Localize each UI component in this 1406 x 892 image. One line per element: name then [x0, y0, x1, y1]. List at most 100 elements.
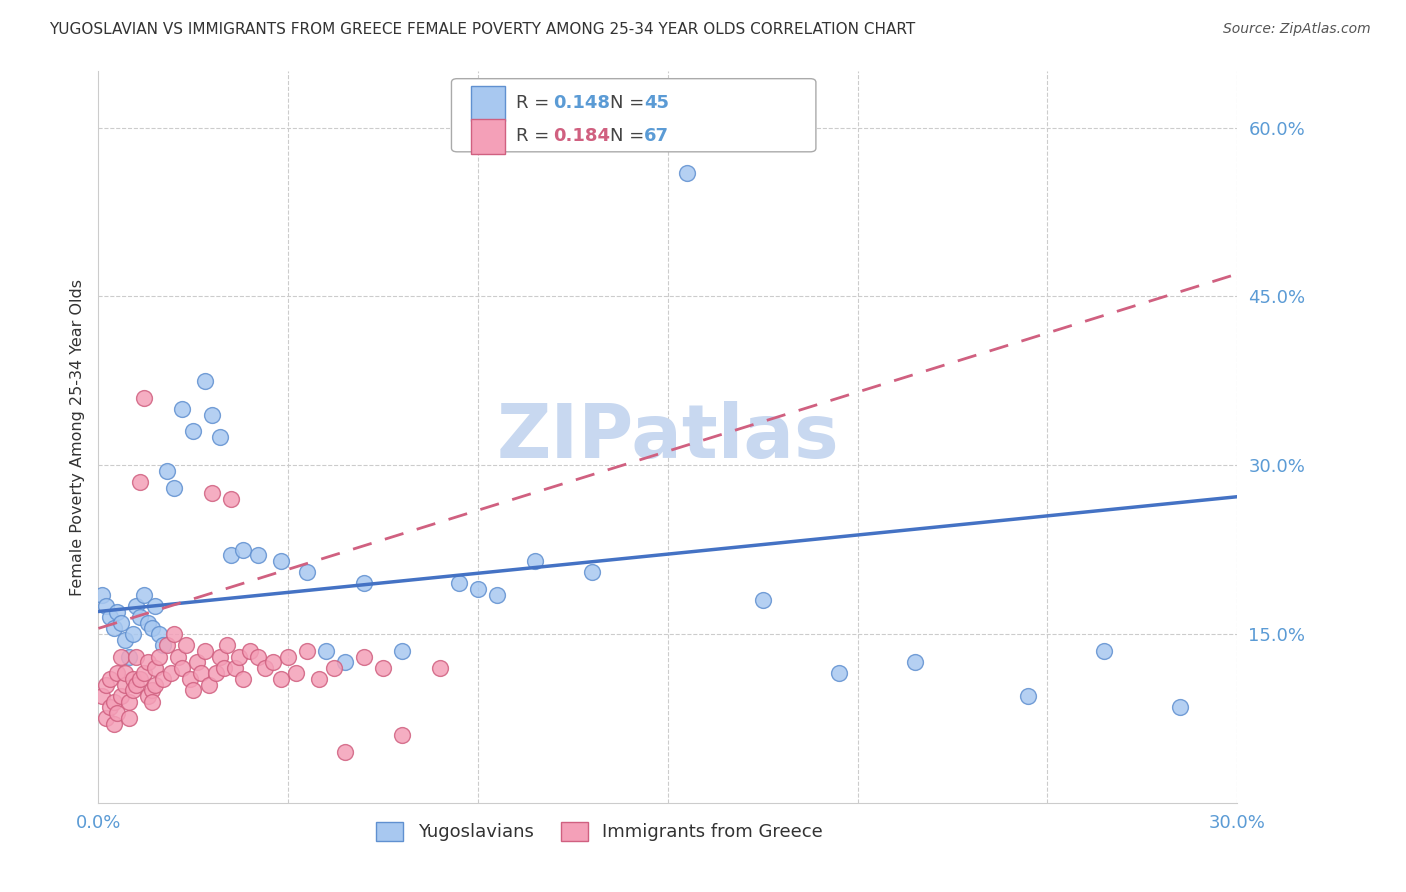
Point — [254, 661, 277, 675]
Point — [308, 672, 330, 686]
Point — [371, 661, 394, 675]
Point — [201, 486, 224, 500]
Point — [201, 408, 224, 422]
Point — [129, 475, 152, 489]
Point — [167, 649, 190, 664]
Point — [114, 666, 136, 681]
Text: ZIPatlas: ZIPatlas — [496, 401, 839, 474]
Point — [94, 599, 117, 613]
Point — [110, 615, 132, 630]
Point — [107, 666, 129, 681]
Y-axis label: Female Poverty Among 25-34 Year Olds: Female Poverty Among 25-34 Year Olds — [69, 278, 84, 596]
Point — [391, 644, 413, 658]
Point — [335, 655, 357, 669]
Point — [156, 638, 179, 652]
Point — [297, 644, 319, 658]
Point — [103, 694, 125, 708]
Point — [145, 678, 167, 692]
Point — [98, 700, 121, 714]
Point — [170, 401, 193, 416]
Point — [94, 678, 117, 692]
Point — [449, 576, 471, 591]
Point — [1170, 700, 1192, 714]
Point — [163, 481, 186, 495]
Point — [676, 166, 699, 180]
Point — [110, 689, 132, 703]
Point — [208, 649, 231, 664]
Point — [221, 491, 243, 506]
Point — [125, 599, 148, 613]
Point — [170, 661, 193, 675]
Point — [828, 666, 851, 681]
Point — [136, 655, 159, 669]
Point — [486, 588, 509, 602]
Point — [103, 621, 125, 635]
Point — [91, 689, 114, 703]
Point — [141, 621, 163, 635]
Point — [277, 649, 299, 664]
Point — [179, 672, 201, 686]
Legend: Yugoslavians, Immigrants from Greece: Yugoslavians, Immigrants from Greece — [368, 814, 830, 848]
Point — [246, 649, 269, 664]
Point — [114, 632, 136, 647]
Point — [581, 565, 603, 579]
Point — [145, 599, 167, 613]
Point — [152, 638, 174, 652]
Point — [136, 615, 159, 630]
Point — [98, 610, 121, 624]
Point — [224, 661, 246, 675]
Point — [121, 683, 143, 698]
Text: 45: 45 — [644, 95, 669, 112]
Point — [221, 548, 243, 562]
Point — [353, 576, 375, 591]
Point — [212, 661, 235, 675]
Point — [159, 666, 181, 681]
Point — [228, 649, 250, 664]
FancyBboxPatch shape — [451, 78, 815, 152]
Point — [429, 661, 451, 675]
Point — [136, 689, 159, 703]
Point — [205, 666, 228, 681]
Point — [163, 627, 186, 641]
Point — [391, 728, 413, 742]
Point — [217, 638, 239, 652]
Point — [118, 694, 141, 708]
Text: YUGOSLAVIAN VS IMMIGRANTS FROM GREECE FEMALE POVERTY AMONG 25-34 YEAR OLDS CORRE: YUGOSLAVIAN VS IMMIGRANTS FROM GREECE FE… — [49, 22, 915, 37]
Point — [145, 661, 167, 675]
Text: R =: R = — [516, 128, 555, 145]
Point — [270, 672, 292, 686]
Point — [284, 666, 307, 681]
Point — [98, 672, 121, 686]
Text: 0.184: 0.184 — [553, 128, 610, 145]
Point — [129, 610, 152, 624]
Point — [94, 711, 117, 725]
Text: N =: N = — [610, 95, 650, 112]
Point — [322, 661, 344, 675]
Point — [183, 425, 205, 439]
Point — [297, 565, 319, 579]
Point — [239, 644, 262, 658]
Point — [246, 548, 269, 562]
Point — [129, 672, 152, 686]
Point — [194, 644, 217, 658]
Point — [125, 649, 148, 664]
Point — [121, 627, 143, 641]
Point — [132, 666, 155, 681]
Point — [232, 672, 254, 686]
Point — [262, 655, 284, 669]
Text: N =: N = — [610, 128, 650, 145]
Point — [353, 649, 375, 664]
Point — [183, 683, 205, 698]
Point — [186, 655, 208, 669]
Point — [315, 644, 337, 658]
Point — [152, 672, 174, 686]
Point — [904, 655, 927, 669]
Point — [141, 683, 163, 698]
Point — [270, 554, 292, 568]
Text: Source: ZipAtlas.com: Source: ZipAtlas.com — [1223, 22, 1371, 37]
Point — [118, 711, 141, 725]
Point — [91, 588, 114, 602]
Point — [107, 706, 129, 720]
Point — [103, 717, 125, 731]
Text: 67: 67 — [644, 128, 669, 145]
